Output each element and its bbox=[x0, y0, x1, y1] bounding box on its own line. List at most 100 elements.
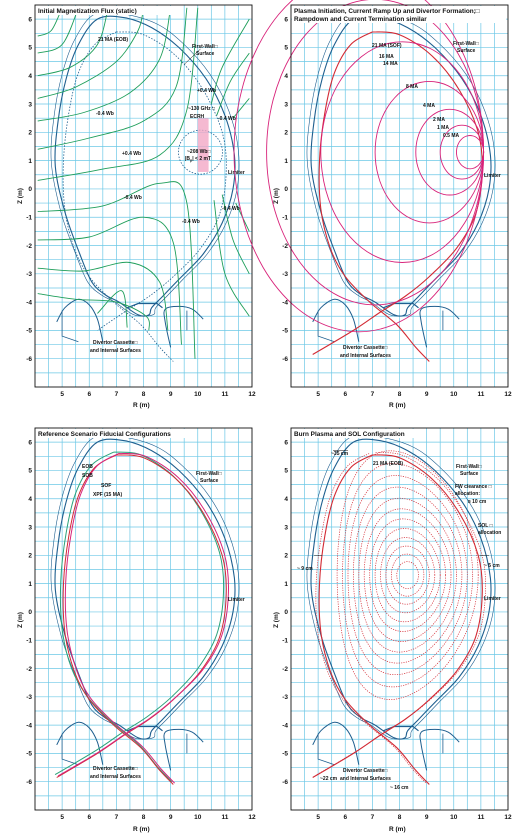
label-5cm: ~ 5 cm bbox=[484, 563, 500, 569]
label-05ma: 0.5 MA bbox=[443, 133, 460, 139]
panel-burn-grid bbox=[291, 428, 508, 810]
label-sof: 21 MA (SOF) bbox=[372, 43, 402, 49]
label-first-wall-2: Surface bbox=[196, 51, 215, 57]
label-first-wall: First-Wall□ bbox=[196, 471, 222, 477]
divertor-dome bbox=[126, 725, 163, 732]
label-limiter: Limiter bbox=[484, 596, 501, 602]
y-tick-label: 3 bbox=[284, 524, 288, 531]
nested-flux-surface bbox=[336, 450, 479, 700]
flux-line bbox=[97, 290, 128, 328]
panel-fiducial-ylabel: Z (m) bbox=[17, 612, 24, 628]
y-tick-label: 1 bbox=[284, 158, 288, 165]
y-tick-label: 5 bbox=[284, 468, 288, 475]
y-tick-label: -2 bbox=[26, 243, 32, 250]
xpf-separatrix-left bbox=[59, 451, 173, 783]
x-tick-label: 10 bbox=[450, 391, 458, 398]
x-tick-label: 7 bbox=[115, 814, 119, 821]
x-tick-label: 5 bbox=[60, 814, 64, 821]
panel-flux-frame bbox=[34, 4, 253, 388]
divertor-baffle-left bbox=[61, 733, 79, 766]
flux-line bbox=[221, 194, 250, 274]
nested-flux-surface bbox=[369, 518, 446, 632]
eob-separatrix bbox=[57, 453, 230, 777]
x-tick-label: 8 bbox=[142, 814, 146, 821]
y-tick-label: -1 bbox=[26, 638, 32, 645]
panel-burn-curves bbox=[306, 434, 496, 785]
label-16cm: ~ 16 cm bbox=[390, 785, 409, 791]
label-divertor-2: and Internal Surfaces bbox=[90, 348, 141, 354]
flux-line bbox=[37, 7, 79, 54]
label-35cm: ~35 cm bbox=[331, 451, 349, 457]
flux-line bbox=[37, 7, 188, 150]
y-tick-label: 3 bbox=[28, 524, 32, 531]
label-plus04-a: +0.4 Wb bbox=[197, 88, 216, 94]
x-tick-label: 12 bbox=[248, 814, 256, 821]
nested-flux-surface bbox=[385, 545, 430, 605]
leader-first-wall bbox=[184, 48, 201, 65]
x-tick-label: 11 bbox=[477, 814, 484, 821]
y-tick-label: -4 bbox=[26, 299, 32, 306]
current-contour bbox=[233, 0, 485, 333]
nested-flux-surface bbox=[363, 508, 452, 642]
y-tick-label: 4 bbox=[284, 496, 288, 503]
label-1ma: 1 MA bbox=[437, 125, 449, 131]
divertor-dome bbox=[382, 725, 419, 732]
label-sol-allocation: allocation bbox=[478, 530, 501, 536]
label-22cm: ~22 cm bbox=[320, 776, 338, 782]
divertor-dome bbox=[382, 302, 419, 309]
y-tick-label: -6 bbox=[282, 356, 288, 363]
flux-line bbox=[37, 181, 196, 359]
eob-boundary-dotted bbox=[97, 31, 227, 331]
panel-flux-title: Initial Magnetization Flux (static) bbox=[38, 8, 137, 15]
label-divertor-2: and Internal Surfaces bbox=[90, 774, 141, 780]
panel-fiducial-xlabel: R (m) bbox=[133, 826, 150, 833]
panel-fiducial-frame bbox=[34, 427, 253, 811]
y-tick-label: 6 bbox=[28, 439, 32, 446]
panel-burn-frame bbox=[290, 427, 509, 811]
label-ecrh-1: ~130 GHz □ bbox=[188, 106, 215, 112]
y-tick-label: -1 bbox=[282, 215, 288, 222]
nested-flux-surface bbox=[353, 486, 463, 664]
flux-line bbox=[37, 216, 182, 345]
current-contour bbox=[456, 135, 485, 170]
label-10cm: ≥ 10 cm bbox=[468, 499, 487, 505]
y-tick-label: 1 bbox=[284, 581, 288, 588]
flux-line bbox=[37, 7, 199, 181]
y-tick-label: -2 bbox=[26, 666, 32, 673]
eob-separatrix-left bbox=[64, 453, 175, 784]
y-tick-label: -5 bbox=[282, 328, 288, 335]
y-tick-label: 1 bbox=[28, 158, 32, 165]
first-wall-surface bbox=[54, 438, 236, 740]
eob-separatrix-left bbox=[318, 454, 430, 785]
y-tick-label: 0 bbox=[284, 609, 288, 616]
y-tick-label: -3 bbox=[26, 271, 32, 278]
y-tick-label: 2 bbox=[284, 553, 288, 560]
label-14ma: 14 MA bbox=[383, 61, 398, 67]
panel-ramp-xlabel: R (m) bbox=[389, 402, 406, 409]
x-tick-label: 5 bbox=[316, 814, 320, 821]
panel-flux-ylabel: Z (m) bbox=[17, 188, 24, 204]
divertor-outer-target bbox=[163, 305, 204, 348]
nested-flux-surface bbox=[374, 528, 441, 623]
label-16ma: 16 MA bbox=[379, 54, 394, 60]
y-tick-label: -4 bbox=[282, 299, 288, 306]
label-4ma: 4 MA bbox=[423, 103, 435, 109]
label-sob: SOB bbox=[82, 473, 93, 479]
x-tick-label: 10 bbox=[450, 814, 458, 821]
eob-separatrix bbox=[312, 454, 483, 778]
first-wall-surface bbox=[310, 438, 492, 740]
label-divertor-2: and Internal Surfaces bbox=[340, 353, 391, 359]
y-tick-label: 4 bbox=[28, 496, 32, 503]
x-tick-label: 12 bbox=[248, 391, 256, 398]
y-tick-label: 0 bbox=[28, 609, 32, 616]
panel-burn-title-bg bbox=[292, 429, 420, 438]
y-tick-label: 2 bbox=[28, 130, 32, 137]
label-wb208: ~208 Wb□ bbox=[187, 149, 210, 155]
x-tick-label: 6 bbox=[87, 814, 91, 821]
ecrh-resonance-band bbox=[197, 118, 209, 172]
flux-line bbox=[37, 7, 144, 99]
